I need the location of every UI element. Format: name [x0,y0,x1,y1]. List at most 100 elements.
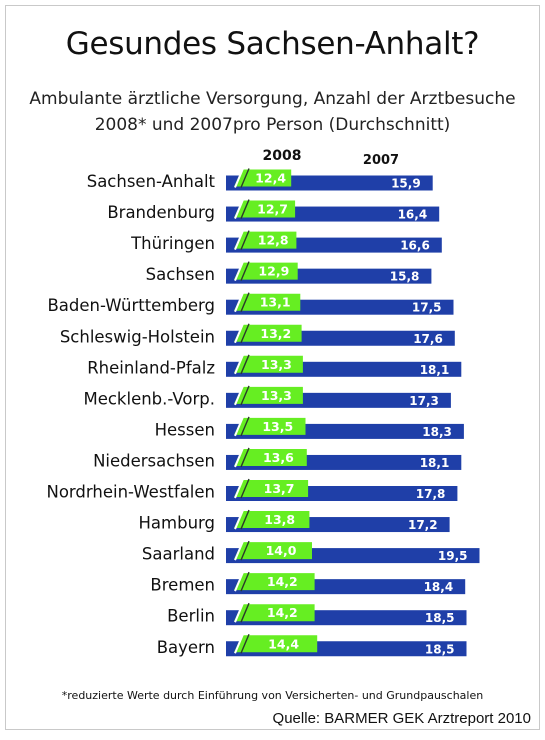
value-label-2008: 13,7 [264,481,295,496]
value-label-2008: 13,1 [260,295,291,310]
category-label: Schleswig-Holstein [60,327,215,346]
source-credit: Quelle: BARMER GEK Arztreport 2010 [272,710,531,727]
value-label-2008: 13,3 [261,357,292,372]
axis-break-mark [240,478,250,499]
bar-2008 [234,635,318,653]
category-label: Sachsen [146,265,215,284]
legend-2008: 2008 [263,148,302,164]
axis-break-mark [234,261,244,282]
axis-break-mark [240,602,250,623]
category-label: Mecklenb.-Vorp. [83,389,215,408]
bar-2008 [234,200,296,218]
axis-break-mark [240,385,250,406]
chart-subtitle: Ambulante ärztliche Versorgung, Anzahl d… [0,86,545,138]
subtitle-line-1: Ambulante ärztliche Versorgung, Anzahl d… [29,89,516,109]
axis-break-mark [240,230,250,250]
axis-break-mark [234,416,244,437]
axis-break-mark [240,540,250,561]
axis-break-mark [240,633,250,654]
bar-2008 [234,511,310,529]
value-label-2008: 12,8 [258,233,289,248]
axis-break-mark [234,385,244,406]
value-label-2007: 18,1 [420,456,450,470]
bar-2008 [234,293,301,311]
axis-break-mark [240,199,250,219]
axis-break-mark [240,323,250,344]
axis-break-mark [234,571,244,592]
value-label-2007: 17,6 [413,332,443,346]
legend-2007: 2007 [363,153,399,168]
bar-2008 [234,480,309,497]
category-label: Hamburg [139,514,216,533]
category-label: Berlin [167,607,215,626]
value-label-2007: 17,8 [416,487,446,501]
category-label: Nordrhein-Westfalen [46,483,215,502]
category-label: Bayern [157,638,215,657]
value-label-2007: 18,4 [424,580,454,594]
value-label-2007: 18,3 [422,425,452,439]
axis-break-mark [234,292,244,313]
axis-break-mark [240,571,250,592]
value-label-2008: 14,4 [268,636,299,651]
value-label-2007: 18,5 [425,611,455,625]
bar-2008 [234,448,307,466]
chart-title: Gesundes Sachsen-Anhalt? [65,26,480,62]
bar-2008 [234,231,297,249]
bar-2008 [234,417,306,435]
value-label-2008: 14,2 [267,574,298,589]
category-label: Hessen [155,420,215,439]
value-label-2008: 13,3 [261,388,292,403]
value-label-2008: 12,9 [258,264,289,279]
axis-break-mark [240,447,250,468]
value-label-2007: 15,9 [391,177,421,191]
category-label: Saarland [142,545,215,564]
value-label-2008: 14,0 [266,543,297,558]
value-label-2007: 17,2 [408,518,438,532]
value-label-2007: 16,6 [400,239,430,253]
category-label: Thüringen [130,234,215,253]
axis-break-mark [240,416,250,437]
axis-break-mark [234,509,244,530]
value-label-2007: 17,3 [409,394,439,408]
bar-2008 [234,604,315,622]
bar-2008 [234,355,303,373]
axis-break-mark [234,633,244,654]
category-label: Rheinland-Pfalz [87,358,215,377]
axis-break-mark [234,354,244,375]
value-label-2008: 12,4 [255,171,286,186]
category-label: Niedersachsen [93,451,215,470]
bar-2008 [234,573,315,591]
axis-break-mark [234,478,244,499]
axis-break-mark [234,230,244,250]
bar-2008 [234,262,298,280]
axis-break-mark [234,447,244,468]
category-label: Sachsen-Anhalt [87,172,216,191]
value-label-2007: 15,8 [390,270,420,284]
value-label-2007: 19,5 [438,549,468,563]
value-label-2008: 14,2 [267,605,298,620]
bar-2008 [234,324,302,342]
value-label-2008: 13,8 [264,512,295,527]
category-label: Bremen [150,576,215,595]
axis-break-mark [234,199,244,219]
value-label-2007: 16,4 [398,208,428,222]
category-label: Brandenburg [107,203,215,222]
value-label-2007: 18,1 [420,363,450,377]
bar-2008 [234,542,312,560]
value-label-2008: 13,5 [262,419,293,434]
axis-break-mark [234,168,244,188]
value-label-2008: 13,2 [260,326,291,341]
bar-2008 [234,169,292,187]
axis-break-mark [240,261,250,281]
axis-break-mark [240,509,250,530]
category-label: Baden-Württemberg [47,296,215,315]
value-label-2008: 12,7 [257,202,288,217]
value-label-2007: 18,5 [425,642,455,656]
axis-break-mark [234,323,244,344]
subtitle-line-2: 2008* und 2007pro Person (Durchschnitt) [94,115,451,135]
bar-2008 [234,386,303,404]
axis-break-mark [240,354,250,375]
axis-break-mark [234,540,244,561]
axis-break-mark [234,602,244,623]
